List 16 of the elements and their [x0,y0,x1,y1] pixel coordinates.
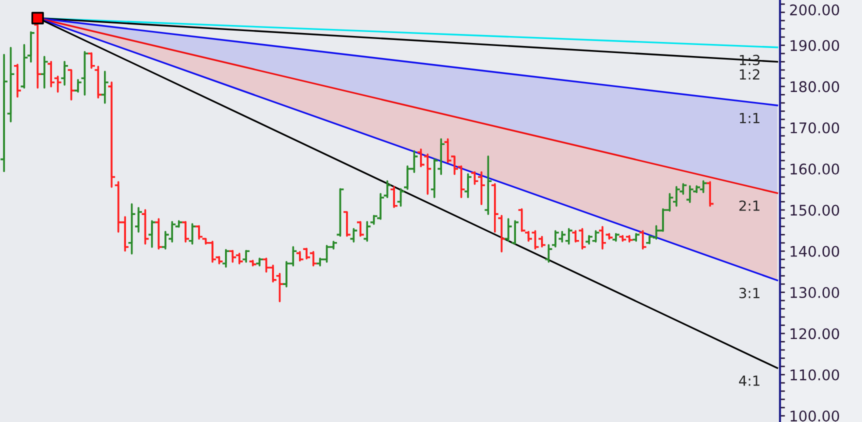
y-tick-label: 190.00 [790,40,840,52]
y-tick-label: 150.00 [790,204,840,216]
y-tick-label: 200.00 [790,4,840,16]
y-tick-label: 110.00 [790,369,840,380]
y-tick-label: 180.00 [790,81,840,92]
annotation: 1:2 [740,69,760,80]
y-tick-label: 130.00 [790,287,840,298]
y-tick-label: 160.00 [790,164,840,175]
annotation: 1:1 [740,112,760,124]
y-tick-label: 120.00 [790,328,840,340]
y-tick-label: 170.00 [790,122,840,134]
y-tick-label: 100.00 [790,410,840,422]
y-tick-label: 140.00 [790,246,840,257]
annotation: 4:1 [739,376,760,386]
annotation: 3:1 [739,288,760,298]
annotation: 2:1 [739,200,760,211]
